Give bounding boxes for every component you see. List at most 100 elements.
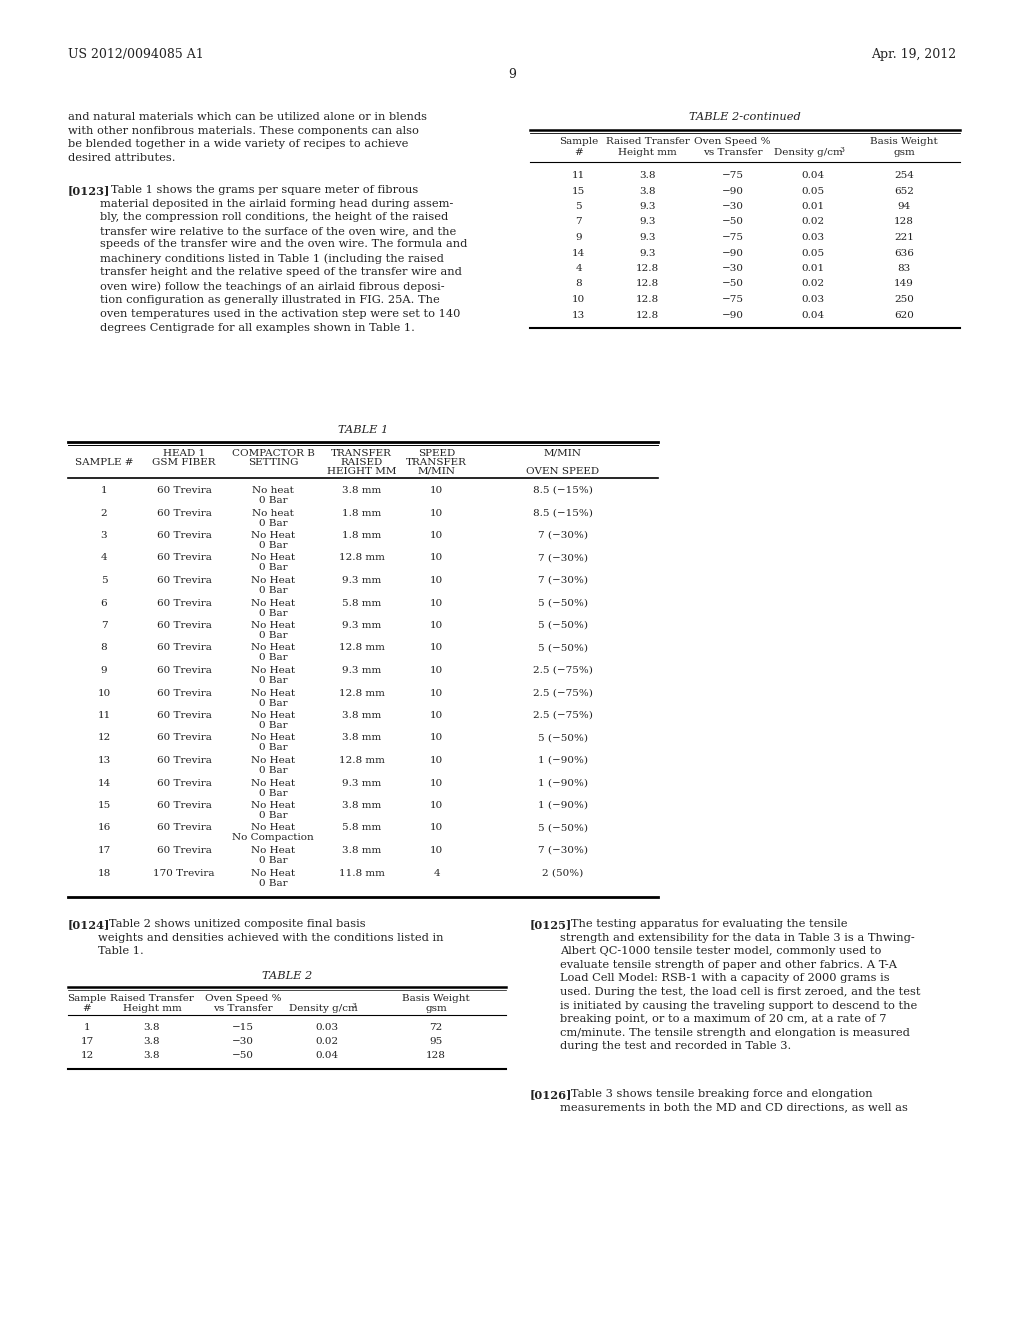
Text: 0.04: 0.04 [315, 1051, 339, 1060]
Text: SETTING: SETTING [248, 458, 298, 467]
Text: 10: 10 [430, 531, 443, 540]
Text: TABLE 1: TABLE 1 [338, 425, 388, 436]
Text: 2.5 (−75%): 2.5 (−75%) [534, 711, 593, 719]
Text: 60 Trevira: 60 Trevira [157, 801, 211, 810]
Text: No Heat: No Heat [251, 846, 295, 855]
Text: 9.3 mm: 9.3 mm [342, 779, 381, 788]
Text: 3.8: 3.8 [143, 1038, 160, 1045]
Text: No Heat: No Heat [251, 779, 295, 788]
Text: TABLE 2: TABLE 2 [262, 972, 312, 981]
Text: 1.8 mm: 1.8 mm [342, 531, 381, 540]
Text: −50: −50 [722, 280, 743, 289]
Text: −90: −90 [722, 186, 743, 195]
Text: 5: 5 [575, 202, 582, 211]
Text: 0 Bar: 0 Bar [259, 586, 288, 595]
Text: 5 (−50%): 5 (−50%) [538, 620, 588, 630]
Text: 60 Trevira: 60 Trevira [157, 756, 211, 766]
Text: vs Transfer: vs Transfer [702, 148, 762, 157]
Text: Density g/cm: Density g/cm [289, 1005, 357, 1012]
Text: No Heat: No Heat [251, 689, 295, 697]
Text: 12.8 mm: 12.8 mm [339, 644, 384, 652]
Text: TABLE 2-continued: TABLE 2-continued [689, 112, 801, 121]
Text: Table 1 shows the grams per square meter of fibrous
material deposited in the ai: Table 1 shows the grams per square meter… [100, 185, 467, 333]
Text: 0.04: 0.04 [801, 172, 824, 180]
Text: Raised Transfer: Raised Transfer [110, 994, 194, 1003]
Text: No Heat: No Heat [251, 553, 295, 562]
Text: 17: 17 [80, 1038, 93, 1045]
Text: Sample: Sample [68, 994, 106, 1003]
Text: RAISED: RAISED [340, 458, 383, 467]
Text: 2.5 (−75%): 2.5 (−75%) [534, 667, 593, 675]
Text: No heat: No heat [252, 508, 294, 517]
Text: GSM FIBER: GSM FIBER [153, 458, 216, 467]
Text: 0.03: 0.03 [801, 234, 824, 242]
Text: 0 Bar: 0 Bar [259, 496, 288, 506]
Text: 10: 10 [430, 667, 443, 675]
Text: 0.04: 0.04 [801, 310, 824, 319]
Text: TRANSFER: TRANSFER [331, 449, 392, 458]
Text: 3.8: 3.8 [143, 1023, 160, 1032]
Text: 3: 3 [351, 1002, 356, 1010]
Text: 9.3 mm: 9.3 mm [342, 667, 381, 675]
Text: 60 Trevira: 60 Trevira [157, 846, 211, 855]
Text: No Heat: No Heat [251, 756, 295, 766]
Text: 1.8 mm: 1.8 mm [342, 508, 381, 517]
Text: Apr. 19, 2012: Apr. 19, 2012 [870, 48, 956, 61]
Text: gsm: gsm [425, 1005, 446, 1012]
Text: OVEN SPEED: OVEN SPEED [526, 467, 600, 477]
Text: 2.5 (−75%): 2.5 (−75%) [534, 689, 593, 697]
Text: 4: 4 [433, 869, 440, 878]
Text: 60 Trevira: 60 Trevira [157, 576, 211, 585]
Text: [0123]: [0123] [68, 185, 111, 195]
Text: 0 Bar: 0 Bar [259, 653, 288, 663]
Text: 83: 83 [897, 264, 910, 273]
Text: vs Transfer: vs Transfer [213, 1005, 272, 1012]
Text: 149: 149 [894, 280, 914, 289]
Text: 12.8: 12.8 [636, 280, 659, 289]
Text: 636: 636 [894, 248, 914, 257]
Text: 3.8: 3.8 [639, 186, 655, 195]
Text: 10: 10 [430, 486, 443, 495]
Text: −50: −50 [232, 1051, 254, 1060]
Text: 9.3: 9.3 [639, 248, 655, 257]
Text: 0.02: 0.02 [315, 1038, 339, 1045]
Text: 0 Bar: 0 Bar [259, 564, 288, 573]
Text: 0 Bar: 0 Bar [259, 743, 288, 752]
Text: 14: 14 [97, 779, 111, 788]
Text: 0.01: 0.01 [801, 202, 824, 211]
Text: 60 Trevira: 60 Trevira [157, 620, 211, 630]
Text: 5.8 mm: 5.8 mm [342, 824, 381, 833]
Text: 1: 1 [84, 1023, 90, 1032]
Text: 5 (−50%): 5 (−50%) [538, 824, 588, 833]
Text: 72: 72 [429, 1023, 442, 1032]
Text: 60 Trevira: 60 Trevira [157, 667, 211, 675]
Text: Raised Transfer: Raised Transfer [605, 137, 689, 147]
Text: 10: 10 [430, 846, 443, 855]
Text: −30: −30 [722, 202, 743, 211]
Text: 12.8: 12.8 [636, 264, 659, 273]
Text: 1 (−90%): 1 (−90%) [538, 801, 588, 810]
Text: 1 (−90%): 1 (−90%) [538, 779, 588, 788]
Text: 60 Trevira: 60 Trevira [157, 779, 211, 788]
Text: Oven Speed %: Oven Speed % [205, 994, 282, 1003]
Text: −90: −90 [722, 310, 743, 319]
Text: 12.8 mm: 12.8 mm [339, 756, 384, 766]
Text: 60 Trevira: 60 Trevira [157, 508, 211, 517]
Text: 9: 9 [100, 667, 108, 675]
Text: 221: 221 [894, 234, 914, 242]
Text: 3.8: 3.8 [639, 172, 655, 180]
Text: 11: 11 [97, 711, 111, 719]
Text: 11: 11 [571, 172, 585, 180]
Text: 7 (−30%): 7 (−30%) [538, 531, 588, 540]
Text: Sample: Sample [559, 137, 598, 147]
Text: #: # [83, 1005, 91, 1012]
Text: 9.3 mm: 9.3 mm [342, 576, 381, 585]
Text: 8: 8 [100, 644, 108, 652]
Text: −50: −50 [722, 218, 743, 227]
Text: 12: 12 [97, 734, 111, 742]
Text: M/MIN: M/MIN [544, 449, 582, 458]
Text: 12.8 mm: 12.8 mm [339, 689, 384, 697]
Text: No Heat: No Heat [251, 869, 295, 878]
Text: Table 3 shows tensile breaking force and elongation
measurements in both the MD : Table 3 shows tensile breaking force and… [560, 1089, 908, 1113]
Text: No Compaction: No Compaction [232, 833, 314, 842]
